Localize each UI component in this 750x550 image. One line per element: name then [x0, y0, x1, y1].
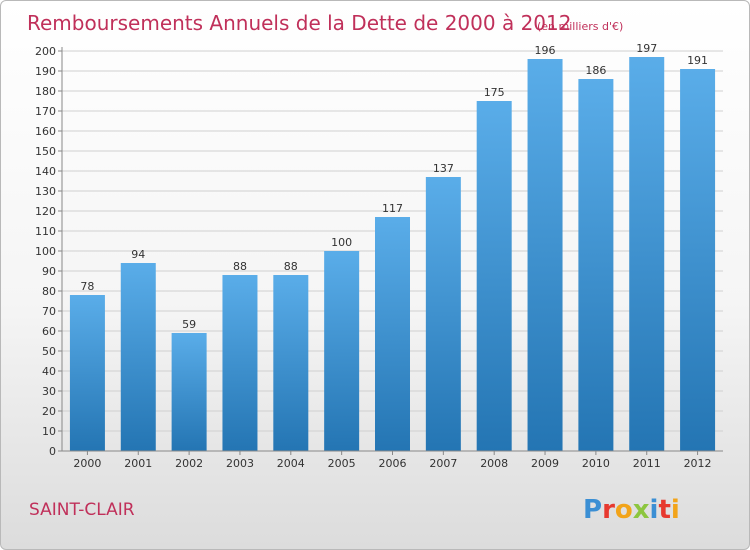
- data-label-2005: 100: [331, 236, 352, 249]
- data-label-2012: 191: [687, 54, 708, 67]
- logo-letter: r: [602, 495, 615, 525]
- y-tick-label: 150: [35, 145, 56, 158]
- chart-subtitle: (en milliers d'€): [537, 20, 623, 33]
- x-tick-label-2009: 2009: [531, 457, 559, 470]
- x-tick-label-2003: 2003: [226, 457, 254, 470]
- logo-letter: i: [671, 495, 680, 525]
- proxiti-logo: Proxiti: [583, 495, 680, 525]
- logo-letter: P: [583, 495, 602, 525]
- logo-letter: o: [615, 495, 633, 525]
- x-tick-label-2004: 2004: [277, 457, 305, 470]
- x-tick-label-2007: 2007: [429, 457, 457, 470]
- data-label-2010: 186: [585, 64, 606, 77]
- bar-2012: [680, 69, 716, 451]
- data-label-2011: 197: [636, 42, 657, 55]
- bar-2003: [222, 275, 258, 451]
- bar-2001: [120, 263, 156, 451]
- axes: [61, 47, 723, 452]
- y-tick-label: 50: [42, 345, 56, 358]
- y-tick-label: 0: [49, 445, 56, 458]
- data-label-2004: 88: [284, 260, 298, 273]
- y-tick-label: 80: [42, 285, 56, 298]
- logo-letter: t: [658, 495, 670, 525]
- bar-2009: [527, 59, 563, 451]
- y-tick-label: 70: [42, 305, 56, 318]
- bar-2011: [629, 57, 665, 451]
- y-tick-label: 160: [35, 125, 56, 138]
- y-tick-label: 170: [35, 105, 56, 118]
- data-label-2007: 137: [433, 162, 454, 175]
- data-label-2009: 196: [535, 44, 556, 57]
- logo-letter: i: [650, 495, 659, 525]
- y-tick-label: 10: [42, 425, 56, 438]
- y-tick-label: 180: [35, 85, 56, 98]
- data-label-2002: 59: [182, 318, 196, 331]
- y-axis-ticks: 0 10 20 30 40 50 60 70 80 90 100 110 120 130 140 150 160…: [35, 45, 62, 458]
- bar-2005: [324, 251, 360, 451]
- y-tick-label: 110: [35, 225, 56, 238]
- bar-2002: [171, 333, 207, 451]
- commune-name: SAINT-CLAIR: [29, 500, 135, 520]
- x-tick-label-2008: 2008: [480, 457, 508, 470]
- x-tick-label-2001: 2001: [124, 457, 152, 470]
- x-tick-label-2002: 2002: [175, 457, 203, 470]
- bar-2007: [425, 177, 461, 451]
- x-tick-label-2011: 2011: [633, 457, 661, 470]
- bar-2000: [69, 295, 105, 451]
- x-tick-label-2006: 2006: [379, 457, 407, 470]
- y-tick-label: 20: [42, 405, 56, 418]
- y-tick-label: 140: [35, 165, 56, 178]
- x-tick-label-2012: 2012: [684, 457, 712, 470]
- y-tick-label: 60: [42, 325, 56, 338]
- y-tick-label: 130: [35, 185, 56, 198]
- logo-letter: x: [633, 495, 650, 525]
- y-tick-label: 190: [35, 65, 56, 78]
- y-tick-label: 40: [42, 365, 56, 378]
- y-tick-label: 100: [35, 245, 56, 258]
- data-label-2003: 88: [233, 260, 247, 273]
- y-tick-label: 30: [42, 385, 56, 398]
- data-label-2000: 78: [80, 280, 94, 293]
- data-label-2001: 94: [131, 248, 145, 261]
- y-tick-label: 200: [35, 45, 56, 58]
- bars: [69, 57, 716, 451]
- bar-2004: [273, 275, 309, 451]
- y-tick-label: 120: [35, 205, 56, 218]
- x-tick-label-2005: 2005: [328, 457, 356, 470]
- bar-2008: [476, 101, 512, 451]
- x-tick-label-2010: 2010: [582, 457, 610, 470]
- x-axis-ticks: 2000 2001 2002 2003 2004 2005 2006 2007 2008 2009…: [73, 451, 712, 470]
- data-label-2008: 175: [484, 86, 505, 99]
- x-tick-label-2000: 2000: [73, 457, 101, 470]
- data-labels: 78 94 59 88 88 100 117 137 175 196 186 197 191: [80, 42, 708, 331]
- chart-title: Remboursements Annuels de la Dette de 20…: [27, 11, 571, 35]
- bar-2010: [578, 79, 614, 451]
- bar-2006: [375, 217, 410, 451]
- data-label-2006: 117: [382, 202, 403, 215]
- y-tick-label: 90: [42, 265, 56, 278]
